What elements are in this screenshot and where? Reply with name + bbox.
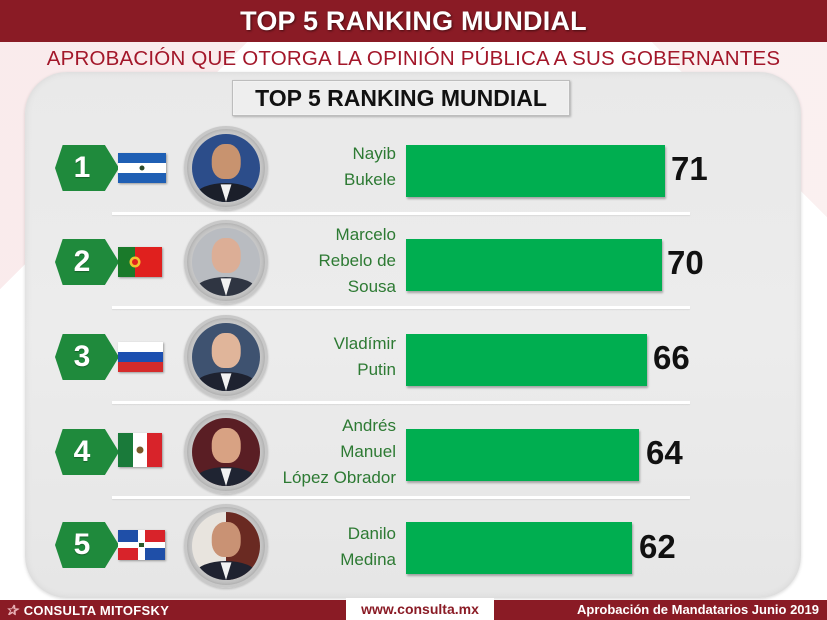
approval-bar bbox=[406, 145, 665, 197]
portrait-photo bbox=[192, 418, 260, 486]
row-separator bbox=[112, 306, 690, 309]
ranking-row-5: 5 Danilo Medina 62 bbox=[0, 500, 827, 594]
leader-name: Andrés Manuel López Obrador bbox=[282, 416, 396, 487]
leader-name: Nayib Bukele bbox=[344, 144, 396, 189]
approval-value: 62 bbox=[639, 528, 676, 565]
row-separator bbox=[112, 212, 690, 215]
approval-bar bbox=[406, 429, 639, 481]
ranking-row-4: 4 Andrés Manuel López Obrador 64 bbox=[0, 406, 827, 500]
ranking-row-1: 1 Nayib Bukele 71 bbox=[0, 121, 827, 215]
avatar bbox=[184, 504, 268, 588]
mitofsky-logo-icon: ✰ bbox=[6, 601, 18, 618]
portrait-photo bbox=[192, 323, 260, 391]
rank-number: 1 bbox=[73, 151, 91, 184]
approval-value: 64 bbox=[646, 434, 683, 471]
portrait-photo bbox=[192, 134, 260, 202]
avatar bbox=[184, 126, 268, 210]
approval-bar bbox=[406, 239, 662, 291]
avatar bbox=[184, 315, 268, 399]
rank-badge: 1 bbox=[55, 145, 119, 191]
avatar bbox=[184, 220, 268, 304]
russia-flag-icon bbox=[118, 342, 163, 372]
dominican-republic-flag-icon bbox=[118, 530, 165, 560]
rank-number: 2 bbox=[73, 245, 91, 278]
rank-number: 3 bbox=[73, 340, 91, 373]
portrait-photo bbox=[192, 228, 260, 296]
approval-value: 70 bbox=[667, 244, 704, 281]
ranking-row-3: 3 Vladímir Putin 66 bbox=[0, 311, 827, 405]
leader-name: Marcelo Rebelo de Sousa bbox=[318, 225, 396, 296]
avatar bbox=[184, 410, 268, 494]
rank-number: 5 bbox=[73, 528, 91, 561]
footer-logo-text: CONSULTA MITOFSKY bbox=[23, 602, 170, 618]
approval-value: 71 bbox=[671, 150, 708, 187]
footer-url[interactable]: www.consulta.mx bbox=[346, 598, 494, 620]
panel-title-box: TOP 5 RANKING MUNDIAL bbox=[232, 80, 570, 116]
page-subtitle: APROBACIÓN QUE OTORGA LA OPINIÓN PÚBLICA… bbox=[46, 47, 781, 70]
rank-badge: 5 bbox=[55, 522, 119, 568]
leader-name: Danilo Medina bbox=[340, 524, 396, 569]
footer-url-link[interactable]: www.consulta.mx bbox=[361, 601, 479, 617]
el-salvador-flag-icon bbox=[118, 153, 166, 183]
row-separator bbox=[112, 401, 690, 404]
ranking-row-2: 2 Marcelo Rebelo de Sousa 70 bbox=[0, 216, 827, 310]
approval-value: 66 bbox=[653, 339, 690, 376]
rank-badge: 3 bbox=[55, 334, 119, 380]
footer-date-caption: Aprobación de Mandatarios Junio 2019 bbox=[577, 602, 819, 617]
rank-number: 4 bbox=[73, 435, 91, 468]
rank-badge: 4 bbox=[55, 429, 119, 475]
panel-title: TOP 5 RANKING MUNDIAL bbox=[255, 84, 547, 111]
top-banner: TOP 5 RANKING MUNDIAL bbox=[0, 0, 827, 42]
page-title: TOP 5 RANKING MUNDIAL bbox=[240, 5, 587, 36]
row-separator bbox=[112, 496, 690, 499]
mexico-flag-icon bbox=[118, 433, 162, 467]
rank-badge: 2 bbox=[55, 239, 119, 285]
approval-bar bbox=[406, 522, 632, 574]
portugal-flag-icon bbox=[118, 247, 162, 277]
footer-logo: ✰ CONSULTA MITOFSKY bbox=[6, 600, 169, 620]
leader-name: Vladímir Putin bbox=[333, 334, 396, 379]
approval-bar bbox=[406, 334, 647, 386]
portrait-photo bbox=[192, 512, 260, 580]
